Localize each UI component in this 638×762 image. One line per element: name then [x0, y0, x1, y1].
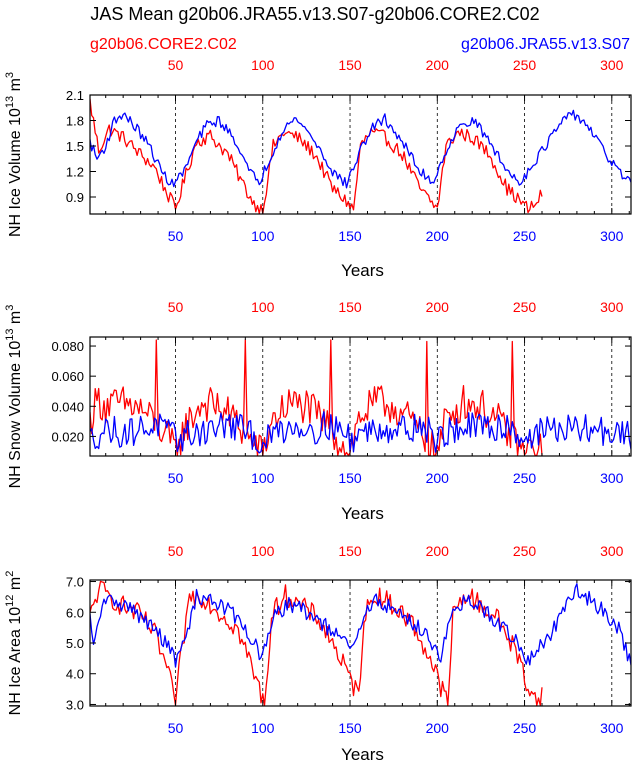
- y-axis-label-exponent: 13: [4, 329, 16, 341]
- y-axis-label-exponent: 3: [4, 305, 16, 311]
- series-blue-line: [90, 583, 631, 668]
- y-axis-label-text: m: [7, 311, 24, 329]
- legend-blue-label: g20b06.JRA55.v13.S07: [461, 36, 630, 53]
- plot-frame: [89, 579, 632, 707]
- xtick-label-red: 50: [168, 543, 184, 559]
- xtick-label-blue: 300: [600, 470, 624, 486]
- xtick-label-red: 100: [251, 57, 275, 73]
- ytick-label: 0.9: [66, 190, 84, 205]
- y-axis-label: NH Snow Volume 1013 m3: [4, 305, 24, 489]
- xtick-label-blue: 50: [168, 470, 184, 486]
- xtick-label-blue: 300: [600, 720, 624, 736]
- xtick-label-blue: 150: [338, 720, 362, 736]
- y-axis-label-text: NH Ice Volume 10: [7, 108, 24, 237]
- xtick-label-blue: 250: [513, 470, 537, 486]
- x-axis-label: Years: [341, 504, 384, 523]
- ytick-label: 4.0: [66, 667, 84, 682]
- ytick-label: 0.080: [51, 339, 84, 354]
- y-axis-label-text: m: [7, 577, 24, 595]
- y-axis-label-exponent: 13: [4, 96, 16, 108]
- series-red-line: [90, 580, 543, 706]
- series-red-line: [90, 339, 543, 456]
- y-axis-label-exponent: 3: [4, 72, 16, 78]
- xtick-label-blue: 200: [426, 228, 450, 244]
- legend-red-label: g20b06.CORE2.C02: [90, 36, 237, 53]
- xtick-label-red: 300: [600, 299, 624, 315]
- series-blue-line: [90, 109, 631, 189]
- xtick-label-red: 250: [513, 57, 537, 73]
- ytick-label: 0.020: [51, 429, 84, 444]
- y-axis-label-text: NH Snow Volume 10: [7, 341, 24, 489]
- xtick-label-red: 200: [426, 57, 450, 73]
- xtick-label-blue: 250: [513, 228, 537, 244]
- y-axis-label: NH Ice Volume 1013 m3: [4, 72, 24, 237]
- xtick-label-red: 300: [600, 57, 624, 73]
- xtick-label-red: 150: [338, 299, 362, 315]
- xtick-label-red: 50: [168, 57, 184, 73]
- xtick-label-red: 100: [251, 299, 275, 315]
- x-axis-label: Years: [341, 745, 384, 762]
- xtick-label-red: 150: [338, 543, 362, 559]
- xtick-label-red: 250: [513, 299, 537, 315]
- xtick-label-blue: 300: [600, 228, 624, 244]
- ytick-label: 1.2: [66, 165, 84, 180]
- xtick-label-blue: 150: [338, 228, 362, 244]
- xtick-label-red: 200: [426, 299, 450, 315]
- xtick-label-blue: 50: [168, 228, 184, 244]
- xtick-label-blue: 150: [338, 470, 362, 486]
- panel-1: 0.9 1.2 1.5 1.8 2.1 50 50 100 100 150 150 200 200 250…: [4, 57, 632, 280]
- x-axis-label: Years: [341, 261, 384, 280]
- chart-title: JAS Mean g20b06.JRA55.v13.S07-g20b06.COR…: [90, 4, 539, 24]
- xtick-label-red: 50: [168, 299, 184, 315]
- series-red-line: [90, 98, 543, 214]
- ytick-label: 3.0: [66, 697, 84, 712]
- ytick-label: 0.040: [51, 399, 84, 414]
- panels-group: 0.91.21.51.82.15050100100150150200200250…: [4, 57, 632, 762]
- xtick-label-blue: 200: [426, 470, 450, 486]
- ytick-label: 7.0: [66, 575, 84, 590]
- panel-3: 3.0 4.0 5.0 6.0 7.0 50 50 100 100 150 150 200 200 250…: [4, 543, 632, 762]
- xtick-label-red: 300: [600, 543, 624, 559]
- ytick-label: 1.8: [66, 114, 84, 129]
- xtick-label-blue: 100: [251, 720, 275, 736]
- xtick-label-red: 200: [426, 543, 450, 559]
- xtick-label-blue: 100: [251, 228, 275, 244]
- plot-frame: [89, 336, 632, 457]
- y-axis-label: NH Ice Area 1012 m2: [4, 571, 24, 716]
- xtick-label-blue: 200: [426, 720, 450, 736]
- panel-2: 0.020 0.040 0.060 0.080 50 50 100 100 150 150 200 2…: [4, 299, 632, 523]
- xtick-label-red: 150: [338, 57, 362, 73]
- plot-frame: [89, 94, 632, 215]
- ytick-label: 2.1: [66, 88, 84, 103]
- y-axis-label-exponent: 2: [4, 571, 16, 577]
- y-axis-label-text: NH Ice Area 10: [7, 607, 24, 716]
- ytick-label: 5.0: [66, 636, 84, 651]
- ytick-label: 1.5: [66, 139, 84, 154]
- xtick-label-blue: 50: [168, 720, 184, 736]
- ytick-label: 6.0: [66, 605, 84, 620]
- y-axis-label-text: m: [7, 78, 24, 96]
- xtick-label-blue: 100: [251, 470, 275, 486]
- series-blue-line: [90, 411, 631, 454]
- xtick-label-red: 100: [251, 543, 275, 559]
- y-axis-label-exponent: 12: [4, 595, 16, 607]
- ytick-label: 0.060: [51, 369, 84, 384]
- xtick-label-blue: 250: [513, 720, 537, 736]
- xtick-label-red: 250: [513, 543, 537, 559]
